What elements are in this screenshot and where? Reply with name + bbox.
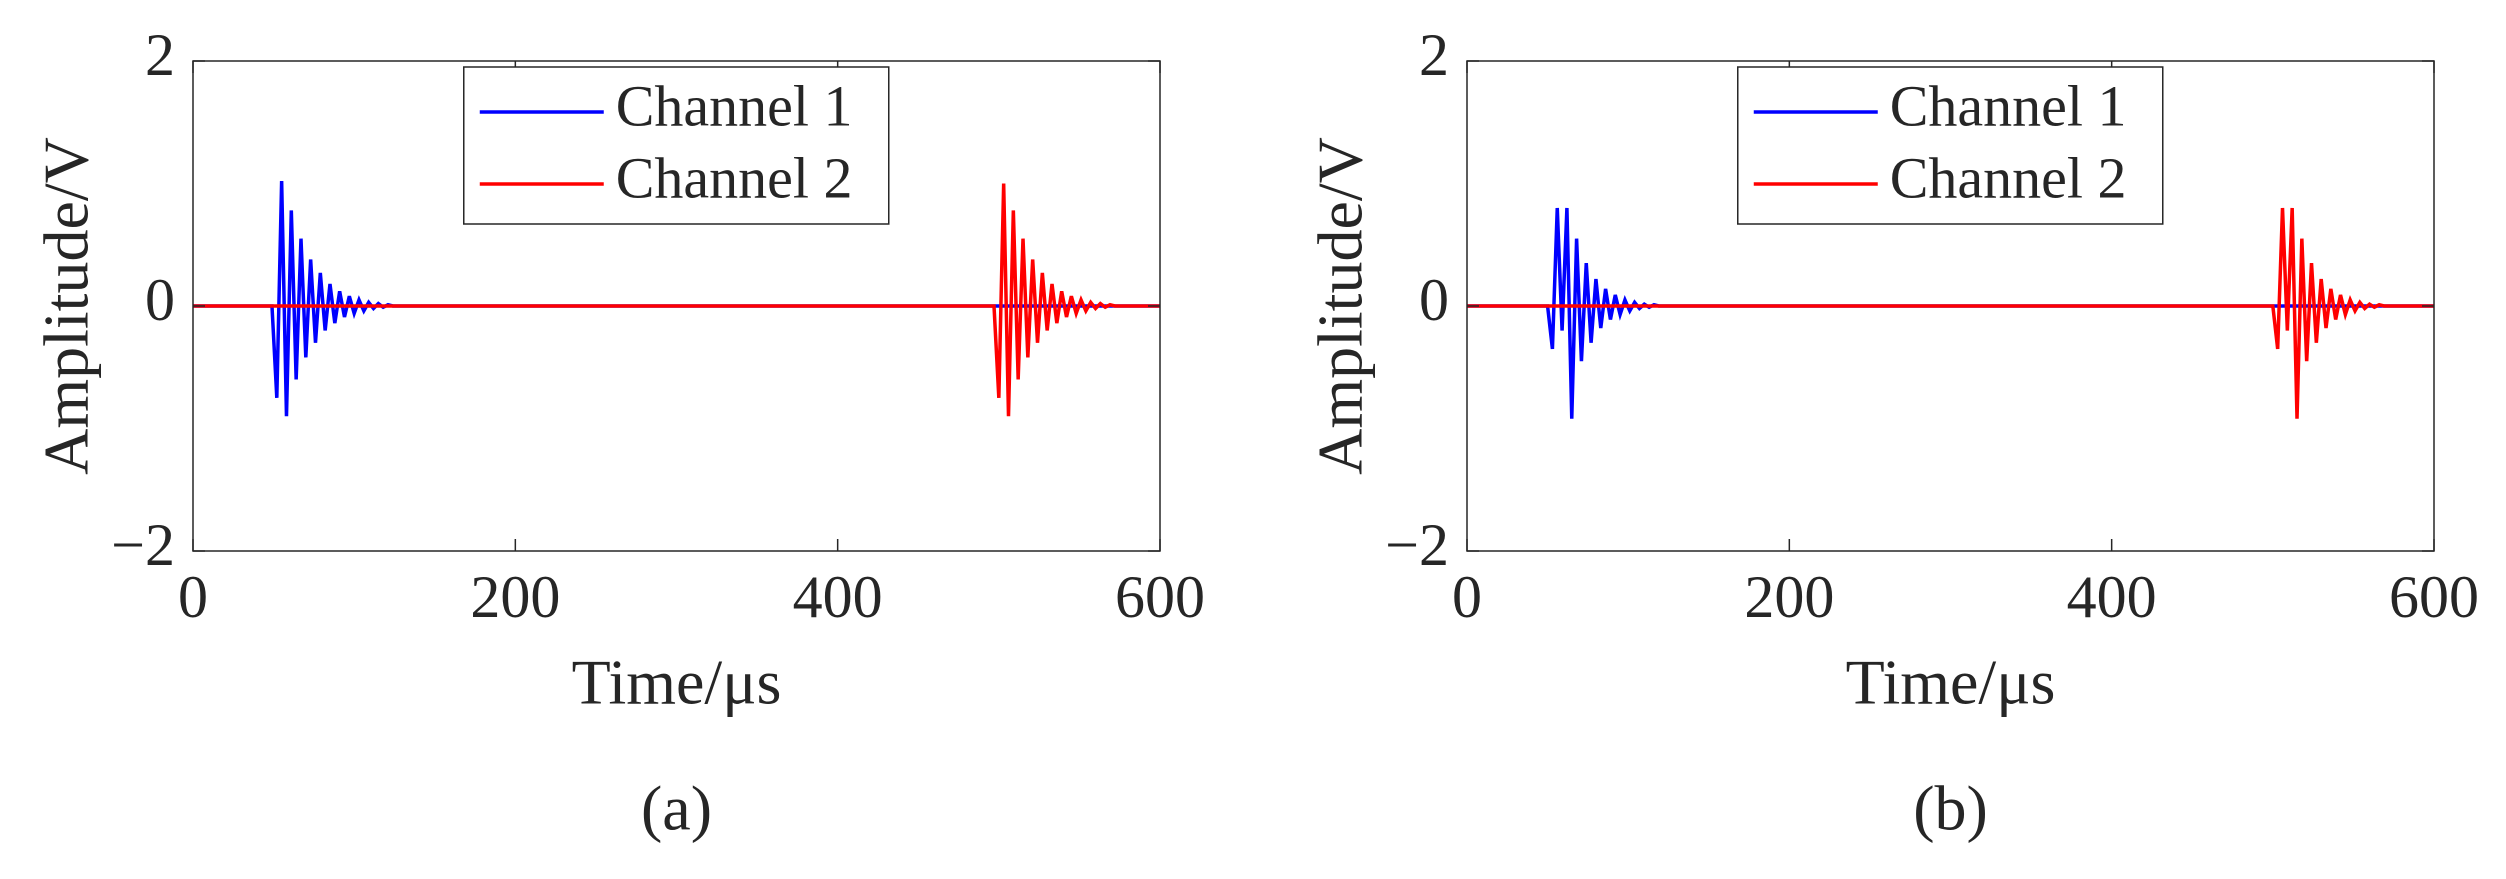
y-tick-label: −2: [1385, 512, 1449, 578]
x-tick-label: 0: [1452, 564, 1482, 630]
x-tick-label: 200: [1744, 564, 1834, 630]
legend-label: Channel 2: [1890, 145, 2127, 210]
plot: 0 200 400 600−202Time/μsAmplitude/V(b)Chann…: [1305, 22, 2479, 844]
x-tick-label: 600: [1115, 564, 1205, 630]
x-tick-label: 400: [793, 564, 883, 630]
x-axis-label: Time/μs: [572, 647, 782, 718]
y-tick-label: 2: [1419, 22, 1449, 88]
y-tick-label: 2: [145, 22, 175, 88]
x-axis-label: Time/μs: [1846, 647, 2056, 718]
x-tick-label: 400: [2067, 564, 2157, 630]
data-line: [1467, 207, 2434, 419]
x-tick-label: 600: [2389, 564, 2479, 630]
legend-box: [1737, 66, 2164, 225]
y-tick-label: 0: [1419, 267, 1449, 333]
legend-label: Channel 1: [616, 73, 853, 138]
y-axis-label: Amplitude/V: [1305, 137, 1376, 475]
x-tick-label: 200: [470, 564, 560, 630]
legend-label: Channel 2: [616, 145, 853, 210]
plot: 0 200 400 600−202Time/μsAmplitude/V(a)Chann…: [31, 22, 1205, 844]
legend-label: Channel 1: [1890, 73, 2127, 138]
x-tick-label: 0: [178, 564, 208, 630]
panel-label: (b): [1913, 773, 1988, 844]
panel-label: (a): [641, 773, 712, 844]
legend-box: [463, 66, 890, 225]
y-axis-label: Amplitude/V: [31, 137, 102, 475]
data-line: [193, 183, 1160, 417]
y-tick-label: −2: [111, 512, 175, 578]
y-tick-label: 0: [145, 267, 175, 333]
